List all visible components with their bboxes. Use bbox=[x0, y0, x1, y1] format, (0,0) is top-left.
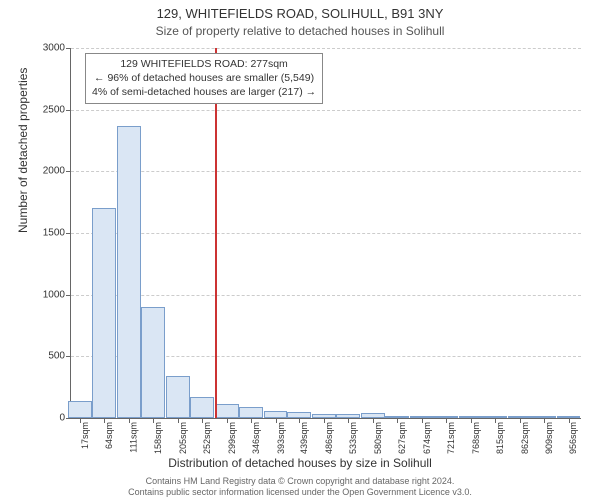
gridline bbox=[71, 110, 581, 111]
annotation-line1: 129 WHITEFIELDS ROAD: 277sqm bbox=[92, 57, 316, 71]
x-tick-label: 815sqm bbox=[495, 418, 505, 454]
y-tick-mark bbox=[66, 295, 71, 296]
x-tick-label: 533sqm bbox=[348, 418, 358, 454]
chart-title-line2: Size of property relative to detached ho… bbox=[0, 24, 600, 38]
y-tick-label: 0 bbox=[59, 413, 65, 424]
x-tick-label: 64sqm bbox=[104, 418, 114, 449]
x-tick-label: 486sqm bbox=[324, 418, 334, 454]
x-tick-label: 862sqm bbox=[520, 418, 530, 454]
gridline bbox=[71, 171, 581, 172]
x-tick-label: 393sqm bbox=[276, 418, 286, 454]
x-tick-label: 111sqm bbox=[129, 418, 139, 453]
histogram-bar bbox=[239, 407, 263, 418]
histogram-bar bbox=[264, 411, 288, 418]
y-tick-mark bbox=[66, 48, 71, 49]
x-tick-label: 346sqm bbox=[251, 418, 261, 454]
gridline bbox=[71, 233, 581, 234]
y-tick-label: 2000 bbox=[43, 166, 65, 177]
y-tick-mark bbox=[66, 171, 71, 172]
x-axis-label: Distribution of detached houses by size … bbox=[0, 456, 600, 470]
histogram-bar bbox=[92, 208, 116, 418]
y-tick-label: 2500 bbox=[43, 104, 65, 115]
x-tick-label: 252sqm bbox=[202, 418, 212, 454]
x-tick-label: 909sqm bbox=[544, 418, 554, 454]
gridline bbox=[71, 295, 581, 296]
footer-line1: Contains HM Land Registry data © Crown c… bbox=[0, 476, 600, 487]
y-tick-mark bbox=[66, 110, 71, 111]
footer-attribution: Contains HM Land Registry data © Crown c… bbox=[0, 476, 600, 498]
x-tick-label: 439sqm bbox=[299, 418, 309, 454]
y-axis-label: Number of detached properties bbox=[16, 68, 30, 233]
x-tick-label: 580sqm bbox=[373, 418, 383, 454]
annotation-line3: 4% of semi-detached houses are larger (2… bbox=[92, 85, 316, 99]
histogram-bar bbox=[190, 397, 214, 418]
x-tick-label: 721sqm bbox=[446, 418, 456, 454]
histogram-bar bbox=[141, 307, 165, 418]
x-tick-label: 205sqm bbox=[178, 418, 188, 454]
x-tick-label: 674sqm bbox=[422, 418, 432, 454]
x-tick-label: 299sqm bbox=[227, 418, 237, 454]
chart-container: { "chart": { "type": "histogram", "title… bbox=[0, 0, 600, 500]
chart-title-line1: 129, WHITEFIELDS ROAD, SOLIHULL, B91 3NY bbox=[0, 6, 600, 21]
y-tick-mark bbox=[66, 356, 71, 357]
y-tick-label: 3000 bbox=[43, 43, 65, 54]
y-tick-label: 1500 bbox=[43, 228, 65, 239]
y-tick-mark bbox=[66, 233, 71, 234]
histogram-bar bbox=[68, 401, 92, 418]
x-tick-label: 158sqm bbox=[153, 418, 163, 454]
x-tick-label: 956sqm bbox=[569, 418, 579, 454]
x-tick-label: 768sqm bbox=[471, 418, 481, 454]
y-tick-label: 1000 bbox=[43, 289, 65, 300]
plot-area: 05001000150020002500300017sqm64sqm111sqm… bbox=[70, 48, 581, 419]
y-tick-mark bbox=[66, 418, 71, 419]
histogram-bar bbox=[166, 376, 190, 418]
gridline bbox=[71, 48, 581, 49]
x-tick-label: 627sqm bbox=[397, 418, 407, 454]
histogram-bar bbox=[117, 126, 141, 418]
annotation-box: 129 WHITEFIELDS ROAD: 277sqm ← 96% of de… bbox=[85, 53, 323, 104]
annotation-line2: ← 96% of detached houses are smaller (5,… bbox=[92, 71, 316, 85]
y-tick-label: 500 bbox=[48, 351, 65, 362]
x-tick-label: 17sqm bbox=[80, 418, 90, 449]
footer-line2: Contains public sector information licen… bbox=[0, 487, 600, 498]
histogram-bar bbox=[215, 404, 239, 418]
